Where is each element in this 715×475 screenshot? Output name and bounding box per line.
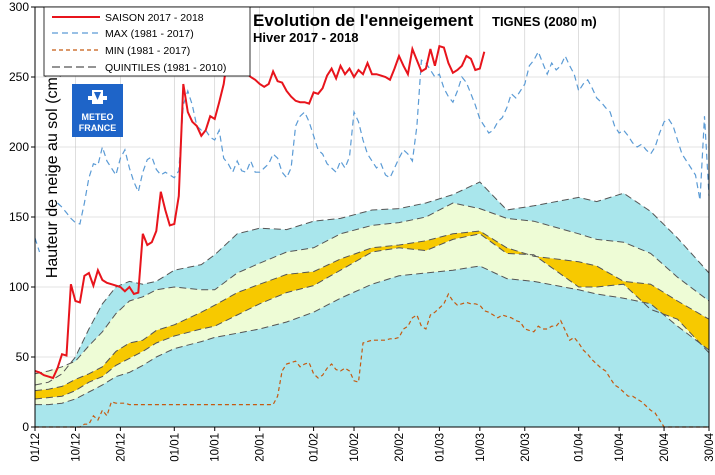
x-tick-label: 20/01 xyxy=(255,433,267,462)
y-axis-ticks: 0 50 100 150 200 250 300 xyxy=(9,0,35,434)
band-below-q1 xyxy=(35,266,709,427)
y-tick-label: 100 xyxy=(9,280,29,294)
quintile-bands xyxy=(35,182,709,427)
x-tick-label: 20/12 xyxy=(115,433,127,462)
band-q3-q4 xyxy=(35,203,709,391)
band-q4-q5 xyxy=(35,182,709,385)
series-line-season xyxy=(34,44,486,380)
legend-label-season: SAISON 2017 - 2018 xyxy=(105,12,204,24)
x-tick-label: 01/02 xyxy=(309,433,321,462)
y-tick-label: 300 xyxy=(9,0,29,14)
chart-station: TIGNES (2080 m) xyxy=(492,14,597,29)
meteo-france-logo: METEO FRANCE xyxy=(72,84,123,137)
y-tick-label: 50 xyxy=(16,350,30,364)
y-tick-label: 150 xyxy=(9,210,29,224)
x-tick-label: 10/04 xyxy=(614,432,626,461)
logo-text-line2: FRANCE xyxy=(79,123,117,133)
legend-label-max: MAX (1981 - 2017) xyxy=(105,28,194,40)
x-tick-label: 10/03 xyxy=(475,433,487,462)
x-tick-label: 20/02 xyxy=(394,433,406,462)
legend: SAISON 2017 - 2018 MAX (1981 - 2017) MIN… xyxy=(43,6,251,77)
x-tick-label: 10/02 xyxy=(349,433,361,462)
x-tick-label: 01/12 xyxy=(30,433,42,462)
quintile-line-q5 xyxy=(34,181,710,386)
logo-text-line1: METEO xyxy=(81,112,113,122)
logo-emblem-icon xyxy=(88,90,107,104)
x-tick-label: 30/04 xyxy=(704,432,715,461)
quintile-line-q1 xyxy=(35,265,710,406)
legend-label-quintiles: QUINTILES (1981 - 2010) xyxy=(105,62,226,74)
y-tick-label: 200 xyxy=(9,140,29,154)
x-axis-ticks: 01/12 10/12 20/12 01/01 10/01 20/01 01/02 10/02… xyxy=(30,427,715,462)
series-line-max xyxy=(34,50,710,253)
x-tick-label: 01/01 xyxy=(169,433,181,462)
quintile-line-q3 xyxy=(34,230,710,392)
y-tick-label: 250 xyxy=(9,70,29,84)
y-axis-label: Hauteur de neige au sol (cm) xyxy=(44,72,61,278)
quintile-lines xyxy=(34,181,710,406)
band-q1-q2 xyxy=(35,233,709,405)
x-tick-label: 20/04 xyxy=(659,432,671,461)
legend-label-min: MIN (1981 - 2017) xyxy=(105,45,190,57)
quintile-line-q4 xyxy=(34,202,710,375)
x-tick-label: 01/04 xyxy=(574,432,586,461)
x-tick-label: 10/12 xyxy=(70,433,82,462)
x-tick-label: 20/03 xyxy=(520,433,532,462)
chart-subtitle: Hiver 2017 - 2018 xyxy=(253,30,359,45)
y-tick-label: 0 xyxy=(22,420,29,434)
legend-box xyxy=(43,6,251,77)
chart-title: Evolution de l'enneigement xyxy=(253,11,474,30)
quintile-line-q2 xyxy=(34,233,710,400)
x-tick-label: 10/01 xyxy=(210,433,222,462)
x-tick-label: 01/03 xyxy=(434,433,446,462)
